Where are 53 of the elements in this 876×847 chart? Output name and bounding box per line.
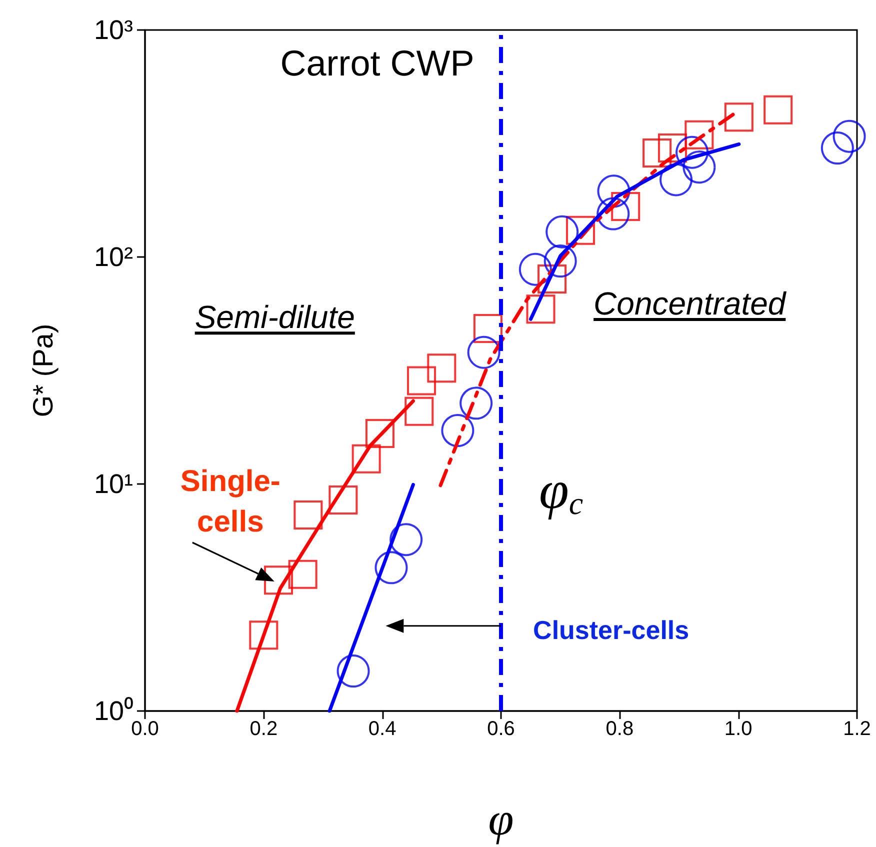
point (658, 134, 687, 163)
point (682, 150, 716, 184)
point (546, 215, 579, 248)
point (764, 95, 793, 124)
y-tick-label: 10¹ (94, 469, 133, 499)
point (473, 314, 502, 344)
point (820, 132, 854, 165)
point (684, 120, 714, 150)
point (264, 566, 293, 595)
point (642, 138, 672, 168)
point (467, 336, 500, 369)
annotation: Concentrated (594, 286, 787, 322)
point (538, 264, 567, 294)
x-tick-label: 1.0 (724, 718, 752, 740)
point (596, 197, 630, 230)
annotation: Single- cells (180, 465, 280, 539)
y-tick-label: 10⁰ (94, 696, 133, 726)
point (724, 102, 754, 132)
point (526, 294, 556, 324)
x-tick-label: 0.8 (606, 718, 634, 740)
point (441, 414, 474, 448)
point (427, 354, 456, 383)
x-tick-label: 0.4 (368, 718, 396, 740)
point (390, 523, 423, 556)
point (566, 216, 596, 245)
point (544, 244, 577, 278)
chart-title: Carrot CWP (280, 42, 474, 84)
point (518, 252, 552, 286)
y-axis-title: G* (Pa) (28, 324, 58, 418)
point (832, 120, 866, 153)
y-tick-label: 10³ (94, 15, 133, 45)
point (288, 560, 318, 589)
x-tick-label: 1.2 (843, 718, 871, 740)
point (374, 551, 408, 584)
point (249, 620, 278, 650)
point (660, 163, 693, 196)
point (336, 654, 370, 688)
point (404, 396, 434, 426)
x-tick-label: 0.6 (487, 718, 515, 740)
x-tick-label: 0.2 (250, 718, 278, 740)
point (352, 444, 381, 474)
y-tick-label: 10² (94, 242, 133, 272)
point (676, 136, 709, 169)
point (406, 366, 436, 396)
annotation: Cluster-cells (533, 614, 690, 645)
x-axis-title: φ (488, 794, 514, 844)
x-tick-label: 0.0 (131, 718, 159, 740)
point (365, 418, 394, 448)
point (328, 486, 358, 515)
point (294, 500, 323, 530)
point (597, 174, 630, 208)
point (460, 386, 493, 420)
annotation: Semi-dilute (194, 299, 355, 336)
